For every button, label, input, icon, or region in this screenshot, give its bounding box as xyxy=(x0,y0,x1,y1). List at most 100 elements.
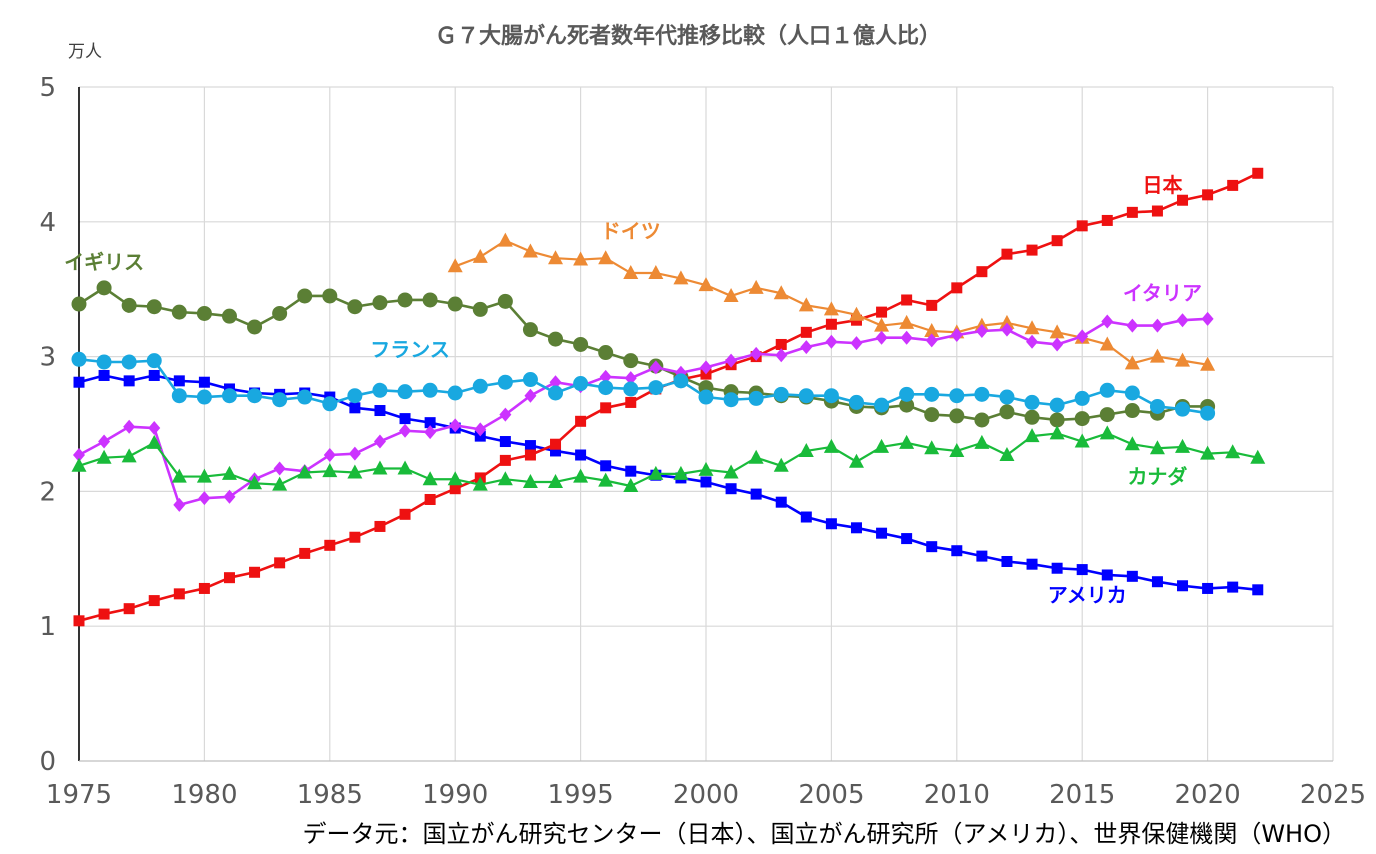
x-tick-label: 1995 xyxy=(548,780,614,810)
data-point xyxy=(798,297,814,312)
data-point xyxy=(198,376,210,388)
data-point xyxy=(1024,409,1040,425)
data-point xyxy=(1200,445,1216,460)
data-point xyxy=(1149,398,1165,414)
data-point xyxy=(198,582,210,594)
data-point xyxy=(1126,206,1138,218)
data-point xyxy=(698,389,714,405)
data-point xyxy=(875,330,888,345)
data-point xyxy=(472,476,488,491)
data-point xyxy=(623,381,639,397)
data-point xyxy=(522,243,538,258)
data-point xyxy=(1074,411,1090,427)
data-point xyxy=(1001,248,1013,260)
data-point xyxy=(472,248,488,263)
series-label-ドイツ: ドイツ xyxy=(601,219,661,243)
data-point xyxy=(96,354,112,370)
data-point xyxy=(1201,311,1214,326)
data-point xyxy=(522,322,538,338)
data-point xyxy=(324,539,336,551)
data-point xyxy=(598,472,614,487)
data-point xyxy=(976,266,988,278)
data-point xyxy=(901,533,913,545)
y-tick-label: 5 xyxy=(39,73,56,103)
data-point xyxy=(575,449,587,461)
data-point xyxy=(322,463,338,478)
data-point xyxy=(1099,382,1115,398)
data-point xyxy=(1076,564,1088,576)
data-point xyxy=(1124,403,1140,419)
data-point xyxy=(876,306,888,318)
data-point xyxy=(548,385,564,401)
data-point xyxy=(1051,235,1063,247)
data-point xyxy=(424,417,436,429)
data-point xyxy=(123,419,136,434)
data-point xyxy=(397,460,413,475)
data-point xyxy=(625,465,637,477)
data-point xyxy=(999,314,1015,329)
data-point xyxy=(422,382,438,398)
data-point xyxy=(148,595,160,607)
data-point xyxy=(700,360,712,375)
data-point xyxy=(273,461,286,476)
data-point xyxy=(173,497,186,512)
data-point xyxy=(73,615,85,627)
data-point xyxy=(673,373,689,389)
data-point xyxy=(71,351,87,367)
data-point xyxy=(1099,407,1115,423)
data-point xyxy=(374,405,386,417)
data-point xyxy=(247,319,263,335)
data-point xyxy=(1101,314,1114,329)
data-point xyxy=(349,531,361,543)
data-point xyxy=(1151,576,1163,588)
data-point xyxy=(272,392,288,408)
data-point xyxy=(700,476,712,488)
data-point xyxy=(548,473,564,488)
data-point xyxy=(573,376,589,392)
data-point xyxy=(472,301,488,317)
data-point xyxy=(648,380,664,396)
data-point xyxy=(121,448,137,463)
data-point xyxy=(148,421,161,436)
series-label-イギリス: イギリス xyxy=(64,250,144,274)
data-point xyxy=(723,464,739,479)
data-point xyxy=(1074,390,1090,406)
data-point xyxy=(472,378,488,394)
data-point xyxy=(899,386,915,402)
data-point xyxy=(548,331,564,347)
data-point xyxy=(1200,356,1216,371)
data-point xyxy=(146,434,162,449)
data-point xyxy=(372,382,388,398)
data-point xyxy=(999,389,1015,405)
data-point xyxy=(924,407,940,423)
data-point xyxy=(823,301,839,316)
data-point xyxy=(748,449,764,464)
data-point xyxy=(397,384,413,400)
data-point xyxy=(1076,329,1089,344)
data-point xyxy=(373,434,386,449)
data-point xyxy=(874,397,890,413)
data-point xyxy=(71,296,87,312)
x-tick-label: 1975 xyxy=(46,780,112,810)
data-point xyxy=(347,464,363,479)
data-point xyxy=(1177,194,1189,206)
data-point xyxy=(497,293,513,309)
data-point xyxy=(1101,214,1113,226)
axes: 1975 1980 1985 1990 1995 2000 2005 2010 2015 2020… xyxy=(39,73,1366,810)
data-point xyxy=(348,446,361,461)
data-point xyxy=(848,306,864,321)
data-point xyxy=(173,375,185,387)
data-point xyxy=(798,442,814,457)
data-point xyxy=(96,449,112,464)
data-point xyxy=(1024,320,1040,335)
data-point xyxy=(322,396,338,412)
x-tick-label: 1990 xyxy=(422,780,488,810)
data-point xyxy=(725,483,737,495)
data-point xyxy=(98,608,110,620)
series-label-アメリカ: アメリカ xyxy=(1048,583,1127,607)
data-point xyxy=(1051,562,1063,574)
data-point xyxy=(1099,425,1115,440)
data-point xyxy=(449,483,461,495)
data-point xyxy=(624,371,637,386)
